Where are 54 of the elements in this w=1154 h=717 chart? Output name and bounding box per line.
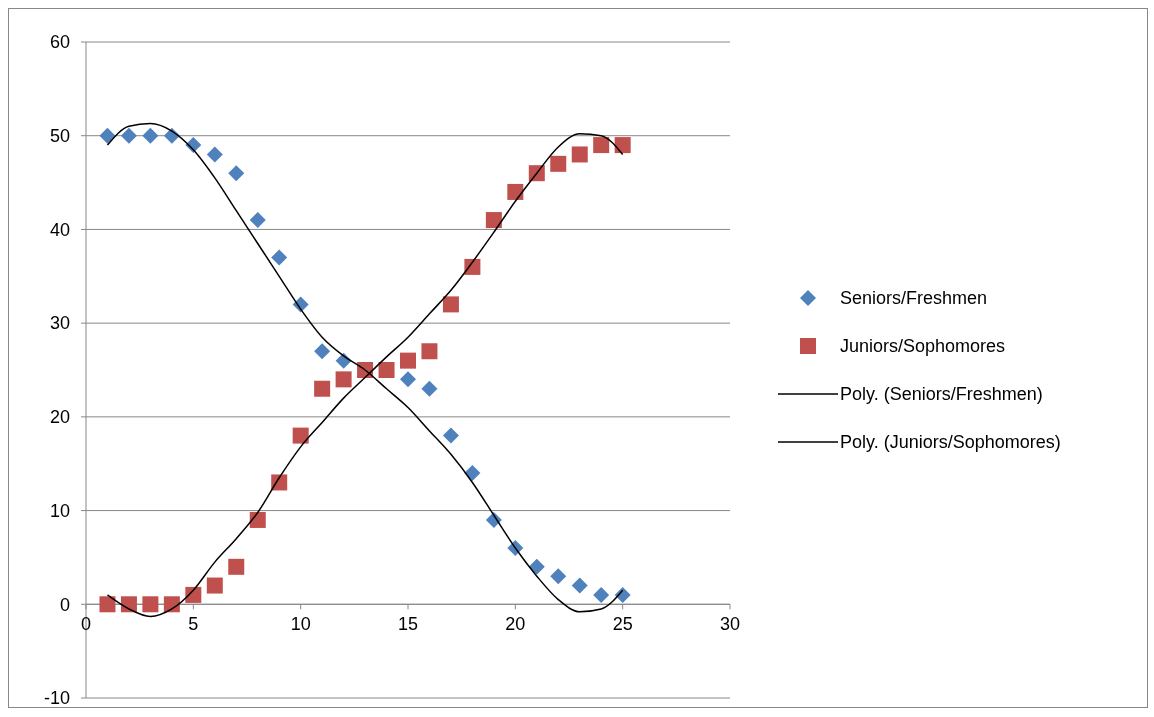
y-tick-label: 20 [49,407,70,428]
point [228,165,245,182]
x-tick-label: 0 [80,614,92,635]
point [99,596,116,613]
x-tick-label: 15 [397,614,419,635]
point [206,146,223,163]
point [99,127,116,144]
point [249,511,266,528]
point [163,596,180,613]
point [507,183,524,200]
x-tick-label: 10 [290,614,311,635]
y-tick-label: 30 [49,313,70,334]
legend-label: Poly. (Seniors/Freshmen) [840,384,1043,405]
y-tick-label: 10 [49,500,70,521]
point [442,296,459,313]
point [120,127,137,144]
y-tick-label: 60 [49,32,70,53]
point [142,127,159,144]
point [421,343,438,360]
x-tick-label: 5 [188,614,199,635]
x-tick-label: 20 [505,614,526,635]
x-tick-label: 25 [612,614,633,635]
y-tick-label: 40 [49,219,70,240]
point [485,212,502,229]
x-tick-label: 30 [719,614,741,635]
y-tick-label: 50 [49,126,70,147]
point [378,362,395,378]
legend-label: Poly. (Juniors/Sophomores) [840,432,1061,453]
point [292,427,309,444]
legend-label: Seniors/Freshmen [840,288,988,309]
point [593,137,610,154]
legend-label: Juniors/Sophomores [840,336,1006,357]
point [571,146,588,163]
point [314,343,331,360]
point [249,212,266,229]
point [400,371,416,388]
point [550,155,567,172]
point [228,558,245,575]
point [185,586,202,603]
point [442,427,459,444]
point [314,380,331,397]
point [206,577,223,594]
point [571,577,588,594]
y-tick-label: -10 [43,688,70,709]
point [528,558,545,575]
point [142,596,159,613]
point [400,352,416,369]
point [593,586,610,603]
point [421,380,438,397]
point [550,568,567,585]
point [271,249,288,266]
point [614,137,631,154]
y-tick-label: 0 [59,594,70,615]
point [335,371,352,388]
